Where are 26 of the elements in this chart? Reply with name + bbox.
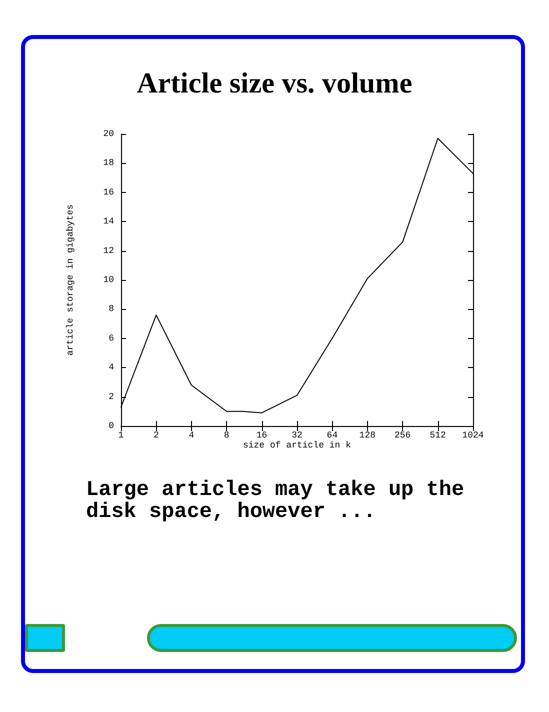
y-tick-label: 12 — [103, 246, 114, 256]
x-tick-label: 64 — [326, 430, 338, 440]
x-tick-label: 512 — [430, 430, 446, 440]
x-tick-label: 256 — [394, 430, 411, 440]
x-tick-label: 1024 — [462, 430, 484, 440]
x-tick-label: 1 — [118, 430, 124, 440]
x-tick-label: 2 — [153, 430, 159, 440]
chart-title: Article size vs. volume — [136, 68, 412, 100]
y-tick-label: 6 — [108, 333, 114, 344]
y-tick-label: 16 — [103, 187, 114, 198]
y-tick-label: 20 — [103, 129, 114, 139]
y-tick-label: 10 — [103, 275, 114, 285]
y-tick-label: 4 — [108, 362, 114, 373]
text: Large articles may take up the disk space, however ... — [86, 479, 466, 524]
y-tick-label: 0 — [108, 421, 114, 431]
y-tick-label: 2 — [108, 392, 114, 402]
y-axis-title: article storage in gigabytes — [66, 204, 76, 356]
x-tick-label: 8 — [224, 430, 230, 440]
y-tick-label: 18 — [103, 158, 114, 168]
x-axis-title: size of article in k — [242, 440, 352, 450]
y-tick-label: 8 — [108, 304, 114, 314]
x-tick-label: 16 — [256, 430, 268, 440]
y-tick-label: 14 — [103, 216, 114, 227]
x-tick-label: 32 — [292, 430, 302, 440]
x-tick-label: 4 — [188, 430, 194, 440]
x-tick-label: 128 — [359, 430, 376, 440]
